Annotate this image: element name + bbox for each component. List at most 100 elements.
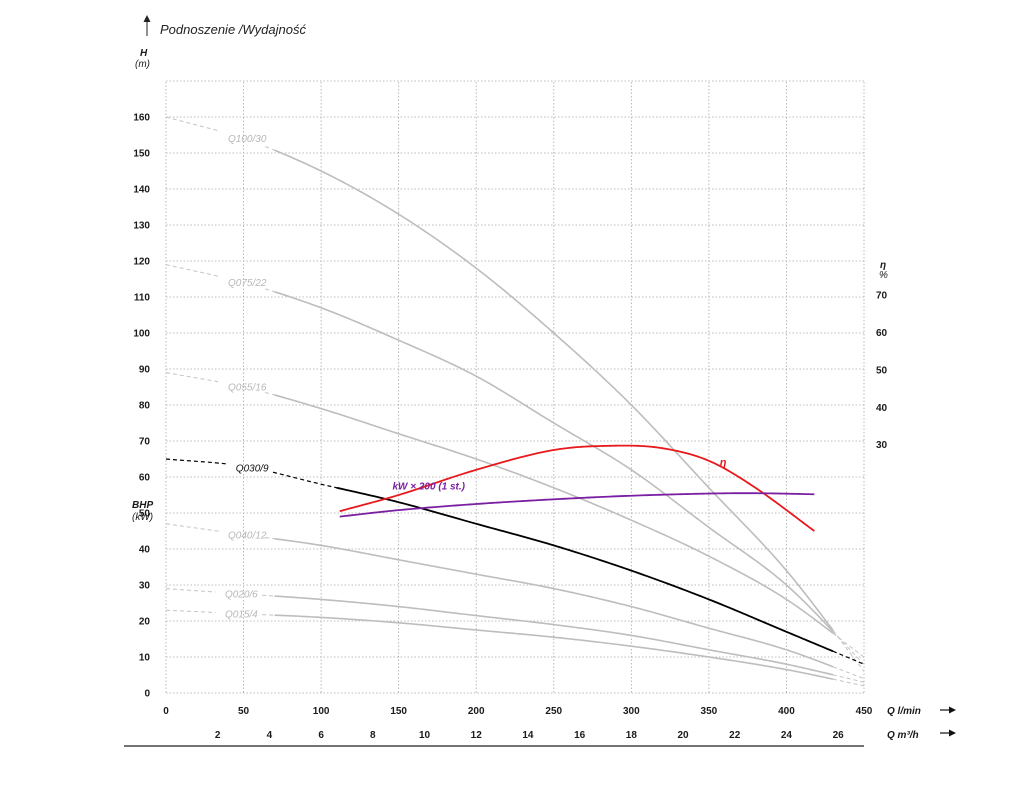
head-curve-tail-q100-30 (832, 629, 865, 672)
y-tick-label: 40 (139, 545, 151, 556)
y-tick-label: 120 (133, 257, 150, 268)
curve-label-q055-16: Q055/16 (228, 383, 267, 394)
efficiency-curve (339, 444, 815, 532)
head-curve-q075-22 (274, 291, 834, 633)
head-curve-dashed-q030-9 (272, 471, 337, 489)
head-curve-dashed-q015-4 (262, 614, 275, 616)
head-curve-tail-q075-22 (832, 631, 865, 665)
y-tick-label: 100 (133, 329, 150, 340)
power-curve (339, 492, 815, 518)
curve-label-q075-22: Q075/22 (228, 278, 267, 289)
x-tick-label: 150 (390, 706, 407, 717)
y-tick-label: 10 (139, 653, 151, 664)
x-tick-label: 50 (238, 706, 250, 717)
x2-tick-label: 2 (215, 730, 221, 741)
x-axis-ticks: 0 50 100 150 200 250 300 350 400 450 (163, 706, 873, 717)
head-curve-dashed-q030-9 (165, 458, 227, 465)
head-curve-dashed-q015-4 (165, 609, 216, 613)
efficiency-tick-label: 60 (876, 328, 888, 339)
efficiency-tick-label: 70 (876, 291, 888, 302)
curve-label-q015-4: Q015/4 (225, 610, 258, 621)
y-tick-label: 80 (139, 401, 151, 412)
y-tick-label: 60 (139, 473, 151, 484)
efficiency-tick-label: 40 (876, 403, 888, 414)
x2-tick-label: 22 (729, 730, 741, 741)
head-curve-tail-q015-4 (832, 678, 865, 687)
x-tick-label: 200 (468, 706, 485, 717)
efficiency-axis-ticks: 30 40 50 60 70 (876, 291, 888, 451)
efficiency-curve-label: η (720, 457, 727, 469)
efficiency-curve-group: η (339, 444, 815, 532)
x-axis-arrow-head-icon (949, 706, 956, 714)
head-curve-q055-16 (274, 394, 834, 634)
y-tick-label: 160 (133, 113, 150, 124)
curve-label-q100-30: Q100/30 (228, 134, 267, 145)
head-curve-dashed-q100-30 (265, 146, 275, 151)
x2-tick-label: 8 (370, 730, 376, 741)
head-curve-q100-30 (274, 149, 834, 631)
x2-tick-label: 10 (419, 730, 431, 741)
x-tick-label: 250 (545, 706, 562, 717)
y-tick-label: 130 (133, 221, 150, 232)
head-curve-dashed-q075-22 (265, 288, 275, 293)
chart-title: Podnoszenie /Wydajność (160, 22, 306, 37)
head-curve-q015-4 (274, 614, 834, 680)
efficiency-tick-label: 30 (876, 440, 888, 451)
curve-label-q030-9: Q030/9 (236, 463, 269, 474)
y-tick-label: 140 (133, 185, 150, 196)
head-curve-dashed-q020-6 (262, 594, 275, 597)
y-tick-label: 0 (144, 689, 150, 700)
y-axis-ticks: 0 10 20 30 40 50 60 70 80 90 100 110 120 130 140 150 160 (133, 113, 150, 700)
head-curve-tail-q020-6 (832, 674, 865, 683)
x2-axis-label: Q m³/h (887, 730, 919, 741)
x-tick-label: 350 (701, 706, 718, 717)
power-curve-group: kW × 200 (1 st.) (339, 482, 815, 518)
head-curve-q040-12 (274, 537, 834, 668)
x2-axis-ticks: 2 4 6 8 10 12 14 16 18 20 22 24 26 (215, 730, 844, 741)
x2-tick-label: 6 (318, 730, 324, 741)
x2-tick-label: 20 (677, 730, 689, 741)
head-curves: Q100/30 Q075/22 Q055/16 Q040/12 Q020/6 Q015/4… (165, 116, 865, 687)
head-curve-q020-6 (274, 595, 834, 676)
x2-tick-label: 16 (574, 730, 586, 741)
x2-tick-label: 4 (267, 730, 273, 741)
x2-tick-label: 24 (781, 730, 793, 741)
head-curve-dashed-q100-30 (165, 116, 219, 132)
y-tick-label: 30 (139, 581, 151, 592)
y-tick-label: 150 (133, 149, 150, 160)
x-tick-label: 400 (778, 706, 795, 717)
curve-label-q020-6: Q020/6 (225, 590, 258, 601)
x-tick-label: 100 (313, 706, 330, 717)
power-curve-label: kW × 200 (1 st.) (392, 482, 465, 493)
head-curve-q030-9 (336, 486, 834, 653)
x-tick-label: 0 (163, 706, 169, 717)
x2-tick-label: 18 (626, 730, 638, 741)
y-tick-label: 90 (139, 365, 151, 376)
x2-axis-arrow-head-icon (949, 729, 956, 737)
y-tick-label: 20 (139, 617, 151, 628)
x-tick-label: 450 (856, 706, 873, 717)
y-axis-label: H (140, 48, 148, 59)
grid (165, 80, 865, 694)
efficiency-tick-label: 50 (876, 365, 888, 376)
head-curve-dashed-q055-16 (265, 391, 275, 396)
x-axis-label: Q l/min (887, 706, 921, 717)
bhp-label: BHP (132, 500, 153, 511)
efficiency-axis-label: η (880, 260, 886, 271)
y-tick-label: 110 (134, 293, 151, 304)
x2-tick-label: 26 (833, 730, 845, 741)
head-curve-tail-q040-12 (832, 666, 865, 680)
y-axis-unit: (m) (135, 59, 150, 70)
head-curve-tail-q030-9 (832, 650, 865, 665)
bhp-unit: (kW) (132, 512, 153, 523)
head-curve-dashed-q040-12 (265, 537, 275, 540)
head-curve-dashed-q055-16 (165, 372, 219, 383)
up-arrow-head-icon (143, 15, 151, 22)
y-tick-label: 50 (139, 509, 151, 520)
head-curve-dashed-q075-22 (165, 264, 219, 277)
head-curve-dashed-q040-12 (165, 523, 219, 532)
efficiency-axis-unit: % (879, 270, 888, 281)
x2-tick-label: 12 (471, 730, 483, 741)
y-tick-label: 70 (139, 437, 151, 448)
